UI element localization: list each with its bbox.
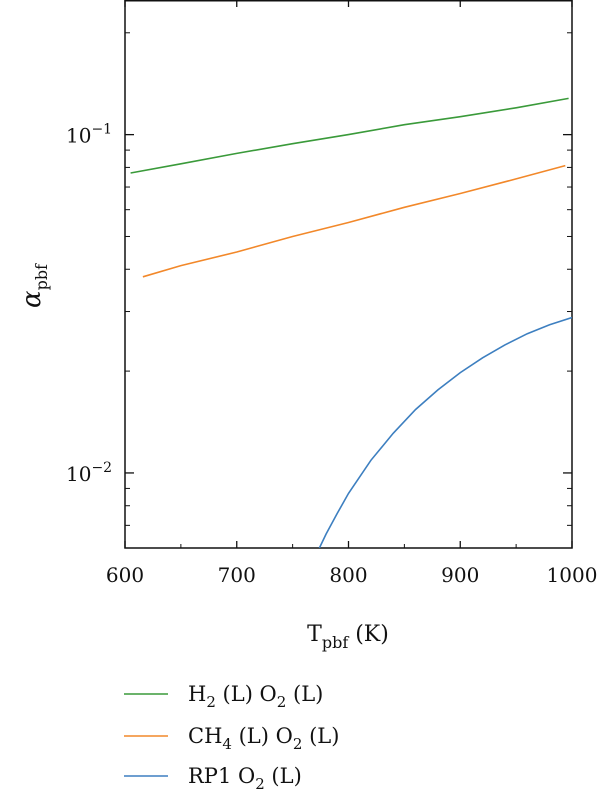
legend-entry: H2 (L) O2 (L) xyxy=(124,682,323,711)
x-tick-label: 600 xyxy=(106,563,144,587)
series-line-3 xyxy=(318,316,572,548)
legend-entry: CH4 (L) O2 (L) xyxy=(124,724,339,753)
series-line-2 xyxy=(142,164,566,278)
x-tick-label: 800 xyxy=(329,563,367,587)
legend-label: H2 (L) O2 (L) xyxy=(188,682,323,711)
y-axis-title: αpbf xyxy=(17,263,51,308)
legend-entry: RP1 O2 (L) xyxy=(124,764,302,793)
legend: H2 (L) O2 (L) CH4 (L) O2 (L) RP1 O2 (L) xyxy=(124,682,339,793)
x-tick-label: 900 xyxy=(441,563,479,587)
axes-layer: 600 700 800 900 1000 10−2 10−1 Tpbf (K) αpbf xyxy=(17,0,597,652)
plot-frame xyxy=(124,0,573,549)
x-axis-title: Tpbf (K) xyxy=(307,622,389,652)
y-tick-label: 10−2 xyxy=(66,460,112,486)
x-tick-label: 700 xyxy=(218,563,256,587)
legend-label: RP1 O2 (L) xyxy=(188,764,302,793)
legend-label: CH4 (L) O2 (L) xyxy=(188,724,339,753)
series-layer xyxy=(130,97,572,548)
series-line-1 xyxy=(130,97,569,174)
y-tick-label: 10−1 xyxy=(66,122,112,148)
x-tick-label: 1000 xyxy=(547,563,598,587)
plot-area xyxy=(124,0,573,549)
